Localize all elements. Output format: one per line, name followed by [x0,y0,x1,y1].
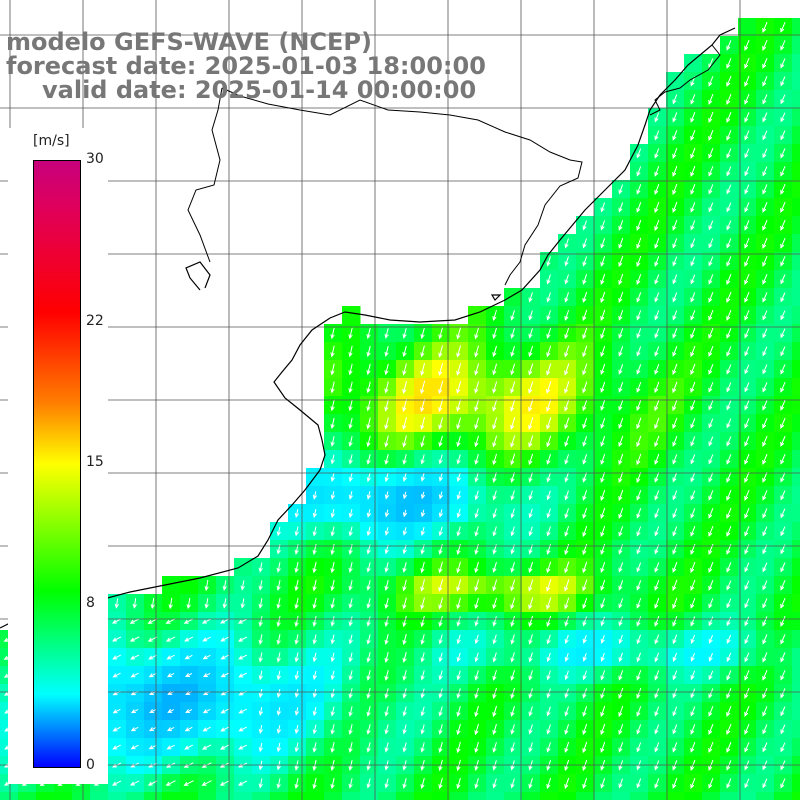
colorbar-tick-label: 8 [86,595,95,612]
wind-speed-field [0,18,800,804]
coastline [0,27,736,629]
model-title: modelo GEFS-WAVE (NCEP) [6,28,372,56]
wind-arrows [3,21,786,790]
forecast-date: forecast date: 2025-01-03 18:00:00 [6,52,486,80]
colorbar [33,160,81,768]
colorbar-tick-label: 30 [86,151,104,167]
colorbar-tick-label: 0 [86,757,95,773]
colorbar-tick-label: 15 [86,454,104,470]
country-border [187,44,721,286]
colorbar-tick-label: 22 [86,312,104,329]
valid-date: valid date: 2025-01-14 00:00:00 [42,76,477,104]
map-title: modelo GEFS-WAVE (NCEP) forecast date: 2… [6,30,486,102]
colorbar-unit-label: [m/s] [33,133,70,149]
